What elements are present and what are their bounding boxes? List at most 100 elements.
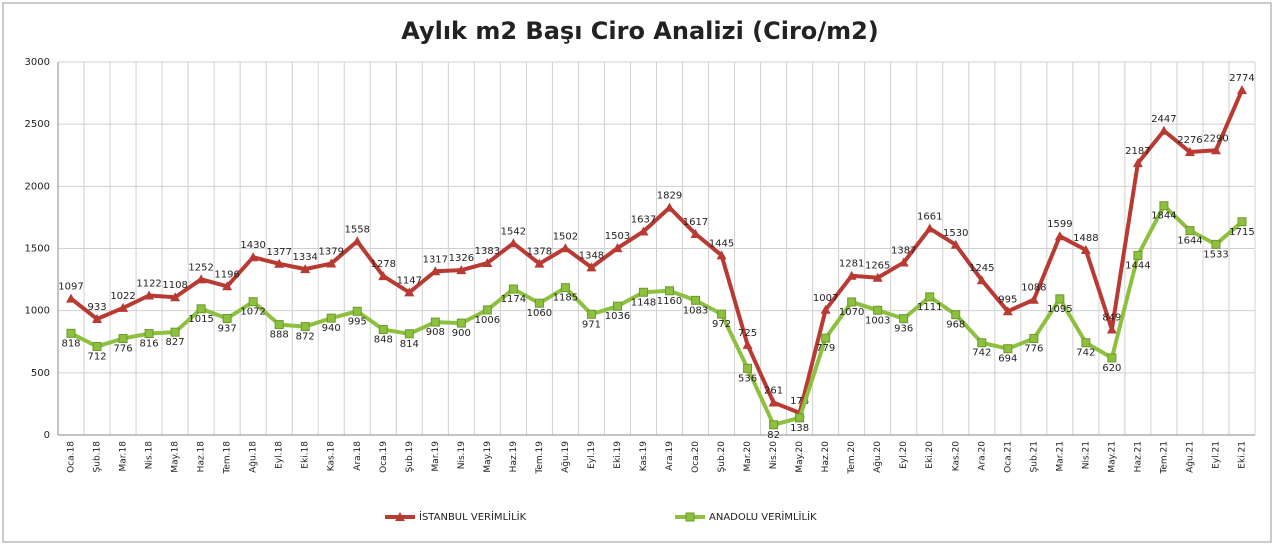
x-tick-label: Tem.20 <box>847 441 857 475</box>
point <box>534 298 544 308</box>
data-label: 742 <box>972 348 991 359</box>
point <box>326 313 336 323</box>
x-tick-label: Eki.20 <box>925 441 935 469</box>
point <box>586 309 596 319</box>
point <box>1106 324 1117 334</box>
data-label: 968 <box>946 320 965 331</box>
point <box>378 325 388 335</box>
point <box>951 310 961 320</box>
data-label: 138 <box>790 423 809 434</box>
data-label: 1278 <box>371 259 396 270</box>
point <box>612 243 623 253</box>
point <box>1237 217 1247 227</box>
point <box>873 305 883 315</box>
point <box>66 293 77 303</box>
data-label: 816 <box>140 339 159 350</box>
x-tick-label: Eyl.18 <box>275 441 285 469</box>
x-tick-label: May.19 <box>483 441 493 473</box>
data-label: 1377 <box>266 247 291 258</box>
data-label: 1088 <box>1021 283 1046 294</box>
x-tick-label: Şub.20 <box>717 441 727 473</box>
data-label: 1265 <box>865 261 890 272</box>
data-label: 1445 <box>709 238 734 249</box>
data-label: 1160 <box>657 296 682 307</box>
data-label: 1015 <box>188 314 213 325</box>
point <box>378 271 389 281</box>
data-label: 1006 <box>475 315 500 326</box>
data-label: 1617 <box>683 217 708 228</box>
point <box>222 281 233 291</box>
data-label: 1111 <box>917 302 942 313</box>
legend-label: İSTANBUL VERİMLİLİK <box>419 510 527 523</box>
x-tick-label: Ağu.21 <box>1185 441 1195 473</box>
x-tick-label: Nis.19 <box>457 441 467 470</box>
point <box>456 265 467 275</box>
point <box>716 250 727 260</box>
point <box>925 292 935 302</box>
point <box>170 292 181 302</box>
point <box>300 264 311 274</box>
data-label: 776 <box>114 344 133 355</box>
data-label: 1644 <box>1177 236 1202 247</box>
data-label: 872 <box>296 332 315 343</box>
point <box>1081 338 1091 348</box>
point <box>1210 145 1221 155</box>
point <box>508 284 518 294</box>
point <box>430 317 440 327</box>
point <box>534 258 545 268</box>
data-label: 1095 <box>1047 304 1072 315</box>
point <box>1211 239 1221 249</box>
point <box>1236 85 1247 95</box>
data-label: 814 <box>400 339 419 350</box>
x-tick-label: Haz.21 <box>1133 441 1143 472</box>
point <box>1107 353 1117 363</box>
point <box>743 363 753 373</box>
data-label: 178 <box>790 396 809 407</box>
point <box>1132 158 1143 168</box>
data-label: 1147 <box>397 275 422 286</box>
data-label: 908 <box>426 327 445 338</box>
point <box>1080 244 1091 254</box>
point <box>508 238 519 248</box>
point <box>144 329 154 339</box>
point <box>560 243 571 253</box>
x-tick-label: Şub.19 <box>405 441 415 473</box>
point <box>430 266 441 276</box>
point <box>274 320 284 330</box>
x-tick-label: Ağu.18 <box>249 441 259 473</box>
x-tick-label: Nis.21 <box>1081 441 1091 469</box>
data-label: 827 <box>166 337 185 348</box>
data-label: 1637 <box>631 214 656 225</box>
data-label: 900 <box>452 328 471 339</box>
data-label: 1379 <box>319 247 344 258</box>
x-tick-label: Ağu.19 <box>561 441 571 473</box>
point <box>352 236 363 246</box>
x-tick-label: Eki.21 <box>1237 441 1247 469</box>
data-label: 1503 <box>605 231 630 242</box>
x-tick-label: Ağu.20 <box>873 441 883 473</box>
x-tick-label: Tem.21 <box>1159 441 1169 475</box>
data-label: 776 <box>1024 344 1043 355</box>
data-label: 1558 <box>345 224 370 235</box>
data-label: 1060 <box>527 308 552 319</box>
point <box>1158 125 1169 135</box>
data-label: 1715 <box>1229 227 1254 238</box>
x-tick-label: Kas.18 <box>327 441 337 472</box>
point <box>300 322 310 332</box>
data-label: 2187 <box>1125 146 1150 157</box>
x-tick-label: May.20 <box>795 441 805 473</box>
data-label: 1097 <box>58 282 83 293</box>
x-tick-label: Eyl.19 <box>587 441 597 469</box>
data-label: 1070 <box>839 307 864 318</box>
data-label: 1022 <box>110 291 135 302</box>
data-label: 940 <box>322 323 341 334</box>
data-label: 936 <box>894 324 913 335</box>
data-label: 1245 <box>969 263 994 274</box>
point <box>248 297 258 307</box>
data-label: 1829 <box>657 191 682 202</box>
point <box>118 302 129 312</box>
point <box>1133 250 1143 260</box>
data-label: 779 <box>816 343 835 354</box>
data-label: 1007 <box>813 293 838 304</box>
x-tick-label: Mar.20 <box>743 441 753 472</box>
